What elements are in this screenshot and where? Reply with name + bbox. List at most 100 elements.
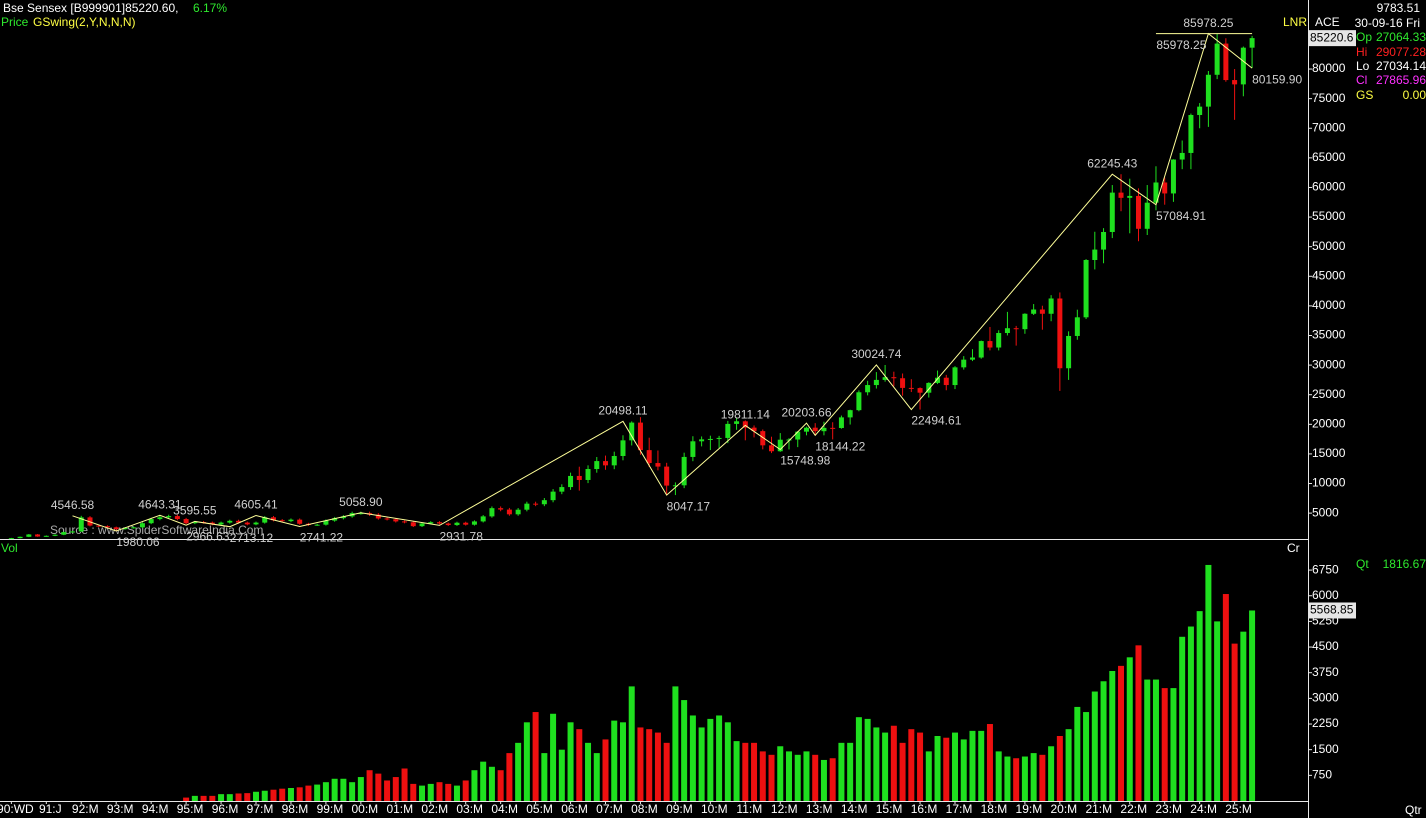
x-tick-label: 20:M [1051,802,1078,816]
x-tick-label: 13:M [806,802,833,816]
candle-body [489,508,495,517]
candle-body [402,521,408,523]
y-tick-label: 45000 [1312,268,1346,282]
volume-bar [436,782,443,801]
volume-bar [506,753,513,801]
candle-body [1144,202,1150,229]
volume-flag-label: 5568.85 [1310,603,1354,617]
volume-bar [803,751,810,801]
volume-unit: Cr [1287,541,1300,555]
candle-body [375,514,381,519]
volume-bar [917,732,924,801]
x-tick-label: 94:M [142,802,169,816]
volume-bar [1240,631,1247,801]
volume-bar [1161,688,1168,801]
candle-body [611,455,617,466]
swing-label: 80159.90 [1252,72,1302,86]
candle-body [209,522,215,525]
volume-bar [1187,626,1194,801]
volume-bar [253,791,260,801]
candle-body [856,392,862,411]
indicator-label: Price [1,15,29,29]
volume-bar [287,788,294,801]
candle-body [314,524,320,526]
volume-bar [401,768,408,801]
y-tick-label: 50000 [1312,239,1346,253]
info-close-label: Cl [1356,73,1367,87]
volume-bar [768,754,775,801]
volume-bar [314,784,321,801]
candle-body [445,523,451,526]
candle-body [139,523,145,528]
candle-body [559,487,565,492]
volume-bar [995,751,1002,801]
candle-body [655,463,661,467]
volume-bar [453,785,460,801]
volume-bar [244,793,251,801]
volume-bar [707,718,714,801]
candle-body [1214,43,1220,75]
swing-label: 15748.98 [780,454,830,468]
volume-bar [1048,746,1055,801]
price-flag [1308,30,1356,47]
candle-body [769,445,775,452]
volume-bar [410,783,417,801]
candle-body [742,421,748,428]
candle-body [1092,249,1098,260]
volume-bar [864,718,871,801]
candle-body [35,534,41,537]
candle-body [716,437,722,439]
ace: ACE [1315,15,1340,29]
volume-bar [567,722,574,801]
candle-body [690,441,696,457]
volume-bar [419,785,426,801]
volume-bar [392,777,399,801]
candle-body [1127,195,1133,198]
volume-bar [838,742,845,801]
candle-body [1083,259,1089,318]
candle-body [1039,309,1045,314]
volume-bar [794,754,801,801]
volume-bar [279,788,286,801]
volume-bar [515,742,522,801]
swing-label: 18144.22 [815,439,865,453]
candle-body [148,519,154,524]
x-tick-label: 95:M [177,802,204,816]
volume-bar [733,741,740,801]
swing-label: 62245.43 [1087,156,1137,170]
candle-body [419,523,425,527]
y-tick-label: 30000 [1312,357,1346,371]
volume-tick-label: 6750 [1312,562,1339,576]
x-tick-label: 16:M [911,802,938,816]
volume-tick-label: 750 [1312,768,1332,782]
swing-label: 57084.91 [1156,209,1206,223]
volume-bar [218,794,225,801]
candle-body [812,427,818,432]
volume-bar [200,795,207,801]
swing-label: 2713.12 [230,531,274,545]
volume-bar [943,737,950,801]
swing-label: 20498.11 [598,404,647,418]
volume-bar [724,722,731,801]
candle-body [865,385,871,393]
candle-body [1170,159,1176,194]
candle-body [917,388,923,393]
volume-bar [1039,754,1046,801]
candle-body [17,536,23,539]
candle-body [1066,335,1072,369]
swing-label: 2966.63 [186,529,230,543]
volume-bar [1231,643,1238,801]
candle-body [795,431,801,440]
candle-body [550,491,556,501]
info-close: 27865.96 [1376,73,1426,87]
x-tick-label: 19:M [1016,802,1043,816]
swing-label: 85978.25 [1156,38,1206,52]
volume-flag [1308,602,1356,619]
indicator: GSwing(2,Y,N,N,N) [33,15,135,29]
swing-label: 4643.31 [138,497,182,511]
candle-body [969,357,975,360]
volume-tick-label: 3750 [1312,665,1339,679]
volume-bar [1065,729,1072,801]
volume-bar [1091,691,1098,801]
info-open: 27064.33 [1376,30,1426,44]
